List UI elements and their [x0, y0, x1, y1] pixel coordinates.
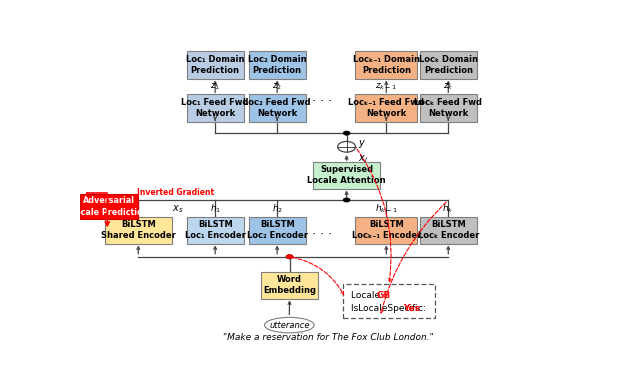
- Text: . . .: . . .: [312, 91, 332, 104]
- Text: BiLSTM
Loc₁ Encoder: BiLSTM Loc₁ Encoder: [185, 220, 246, 240]
- Text: Yes: Yes: [403, 304, 420, 313]
- FancyBboxPatch shape: [80, 194, 138, 219]
- Text: utterance: utterance: [269, 321, 310, 330]
- Text: Supervised
Locale Attention: Supervised Locale Attention: [307, 165, 386, 185]
- FancyBboxPatch shape: [187, 51, 244, 79]
- Text: Loc₁ Domain
Prediction: Loc₁ Domain Prediction: [186, 55, 244, 75]
- Text: Loc₁ Feed Fwd
Network: Loc₁ Feed Fwd Network: [181, 98, 249, 118]
- Text: BiLSTM
Locₖ Encoder: BiLSTM Locₖ Encoder: [417, 220, 479, 240]
- Text: $h_{k-1}$: $h_{k-1}$: [375, 202, 397, 215]
- Circle shape: [343, 198, 350, 202]
- FancyBboxPatch shape: [420, 94, 477, 122]
- FancyBboxPatch shape: [248, 94, 306, 122]
- Text: $x_s$: $x_s$: [172, 203, 183, 215]
- Text: GB: GB: [376, 291, 391, 300]
- Text: $x_i$: $x_i$: [358, 154, 367, 166]
- Text: $h_2$: $h_2$: [271, 202, 283, 215]
- Text: $z_{k-1}$: $z_{k-1}$: [376, 81, 397, 92]
- Text: Inverted Gradient: Inverted Gradient: [137, 188, 214, 197]
- FancyBboxPatch shape: [420, 51, 477, 79]
- Text: BiLSTM
Shared Encoder: BiLSTM Shared Encoder: [101, 220, 176, 240]
- Text: BiLSTM
Locₖ₋₁ Encoder: BiLSTM Locₖ₋₁ Encoder: [351, 220, 421, 240]
- Text: $y$: $y$: [358, 139, 365, 151]
- FancyBboxPatch shape: [261, 272, 318, 299]
- Text: Locale:: Locale:: [351, 291, 386, 300]
- Text: "Make a reservation for The Fox Club London.": "Make a reservation for The Fox Club Lon…: [223, 333, 433, 342]
- Text: Locₖ Domain
Prediction: Locₖ Domain Prediction: [419, 55, 478, 75]
- FancyBboxPatch shape: [187, 217, 244, 244]
- Text: Locₖ Feed Fwd
Network: Locₖ Feed Fwd Network: [414, 98, 483, 118]
- Text: $z_k$: $z_k$: [443, 81, 454, 92]
- FancyBboxPatch shape: [355, 51, 417, 79]
- FancyBboxPatch shape: [420, 217, 477, 244]
- Text: Word
Embedding: Word Embedding: [263, 275, 316, 295]
- FancyBboxPatch shape: [355, 94, 417, 122]
- Ellipse shape: [264, 317, 314, 333]
- Text: IsLocaleSpecific:: IsLocaleSpecific:: [351, 304, 429, 313]
- Circle shape: [286, 255, 293, 259]
- FancyBboxPatch shape: [355, 217, 417, 244]
- FancyBboxPatch shape: [187, 94, 244, 122]
- Circle shape: [343, 131, 350, 135]
- Text: $h_k$: $h_k$: [442, 202, 454, 215]
- Text: Adversarial
Locale Prediction: Adversarial Locale Prediction: [70, 196, 148, 217]
- Text: Locₖ₋₁ Domain
Prediction: Locₖ₋₁ Domain Prediction: [353, 55, 420, 75]
- FancyBboxPatch shape: [313, 162, 380, 189]
- Text: Loc₂ Feed Fwd
Network: Loc₂ Feed Fwd Network: [243, 98, 311, 118]
- Text: $z_1$: $z_1$: [210, 81, 220, 92]
- FancyBboxPatch shape: [105, 217, 172, 244]
- Text: Locₖ₋₁ Feed Fwd
Network: Locₖ₋₁ Feed Fwd Network: [348, 98, 424, 118]
- FancyBboxPatch shape: [248, 51, 306, 79]
- Text: BiLSTM
Loc₂ Encoder: BiLSTM Loc₂ Encoder: [246, 220, 308, 240]
- FancyBboxPatch shape: [343, 284, 435, 318]
- Text: $h_1$: $h_1$: [209, 202, 221, 215]
- Circle shape: [286, 255, 293, 259]
- Text: . . .: . . .: [312, 224, 332, 237]
- Text: $z_2$: $z_2$: [272, 81, 282, 92]
- Text: Loc₂ Domain
Prediction: Loc₂ Domain Prediction: [248, 55, 307, 75]
- FancyBboxPatch shape: [248, 217, 306, 244]
